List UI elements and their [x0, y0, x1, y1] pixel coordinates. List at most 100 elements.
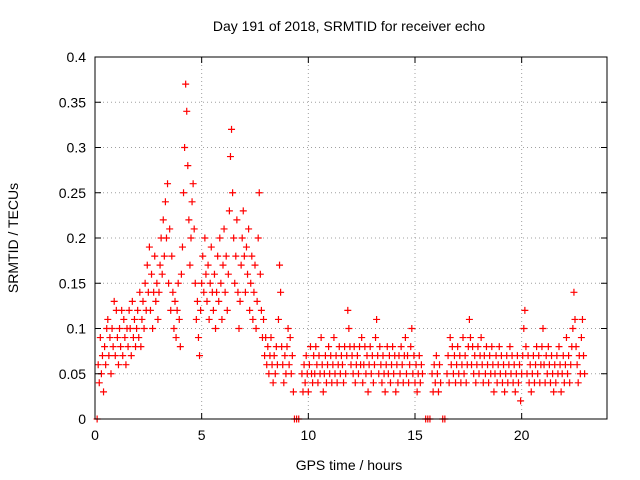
data-point [485, 379, 493, 387]
data-point [516, 361, 524, 369]
data-point [233, 216, 241, 224]
data-point [100, 388, 108, 396]
data-point [285, 361, 293, 369]
data-point [119, 352, 127, 360]
data-point [302, 352, 310, 360]
data-point [254, 234, 262, 242]
x-tick-label: 10 [301, 427, 317, 443]
data-point [172, 334, 180, 342]
data-point [256, 270, 264, 278]
data-point [446, 334, 454, 342]
data-point [216, 234, 224, 242]
data-point [180, 189, 188, 197]
data-point [118, 306, 126, 314]
x-tick-label: 15 [407, 427, 423, 443]
data-point [249, 315, 257, 323]
data-point [520, 325, 528, 332]
data-point [168, 252, 176, 260]
y-tick-label: 0 [78, 411, 86, 427]
data-point [330, 334, 338, 342]
data-point [564, 370, 572, 378]
data-point [109, 343, 117, 351]
data-point [151, 252, 159, 260]
data-point [569, 325, 577, 332]
data-point [134, 306, 142, 314]
data-point [204, 261, 212, 269]
data-point [238, 234, 246, 242]
data-point [376, 343, 384, 351]
data-point [461, 352, 469, 360]
data-point [191, 279, 199, 287]
data-point [106, 334, 114, 342]
data-point [166, 225, 174, 233]
data-point [116, 325, 124, 332]
data-point [121, 334, 129, 342]
data-point [223, 306, 231, 314]
y-tick-label: 0.4 [67, 49, 87, 65]
data-point [224, 270, 232, 278]
data-point [486, 352, 494, 360]
data-point [265, 370, 273, 378]
data-point [214, 252, 222, 260]
data-point [571, 315, 579, 323]
data-point [406, 361, 414, 369]
data-point [192, 315, 200, 323]
data-point [244, 270, 252, 278]
data-point [459, 334, 467, 342]
data-point [257, 306, 265, 314]
data-point [535, 352, 543, 360]
data-point [312, 343, 320, 351]
data-point [342, 370, 350, 378]
data-point [242, 243, 250, 251]
data-point [203, 297, 211, 305]
data-point [105, 352, 113, 360]
data-point [283, 343, 291, 351]
data-point [176, 343, 184, 351]
data-point [271, 370, 279, 378]
data-point [94, 361, 102, 369]
y-tick-label: 0.25 [59, 185, 86, 201]
data-point [454, 343, 462, 351]
data-point [379, 352, 387, 360]
data-point [250, 288, 258, 296]
data-point [143, 261, 151, 269]
data-point [161, 198, 169, 206]
data-point [164, 180, 172, 188]
data-point [178, 243, 186, 251]
data-point [279, 361, 287, 369]
data-point [366, 343, 374, 351]
y-tick-label: 0.05 [59, 366, 86, 382]
data-point [351, 379, 359, 387]
data-point [101, 343, 109, 351]
data-point [267, 334, 275, 342]
data-point [488, 343, 496, 351]
data-point [209, 306, 217, 314]
y-tick-label: 0.1 [67, 321, 87, 337]
data-point [153, 279, 161, 287]
data-point [229, 189, 237, 197]
data-point [228, 125, 236, 133]
data-point [289, 388, 297, 396]
data-point [578, 315, 586, 323]
data-point [304, 388, 312, 396]
data-point [570, 288, 578, 296]
data-point [190, 225, 198, 233]
data-point [314, 379, 322, 387]
y-tick-label: 0.35 [59, 94, 86, 110]
data-point [200, 288, 208, 296]
x-tick-label: 5 [198, 427, 206, 443]
y-tick-label: 0.2 [67, 230, 87, 246]
data-point [437, 379, 445, 387]
data-point [392, 388, 400, 396]
data-point [135, 334, 143, 342]
data-point [386, 379, 394, 387]
data-point [495, 343, 503, 351]
data-point [565, 352, 573, 360]
data-point [566, 379, 574, 387]
data-point [241, 288, 249, 296]
data-point [133, 325, 141, 332]
data-point [501, 388, 509, 396]
data-point [221, 288, 229, 296]
data-point [158, 270, 166, 278]
